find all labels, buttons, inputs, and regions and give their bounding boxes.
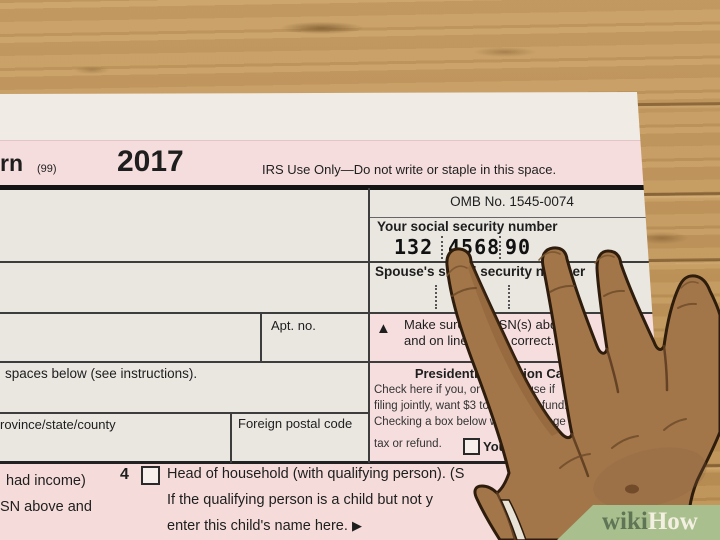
ssn-separator bbox=[441, 236, 443, 259]
header-rule bbox=[0, 185, 668, 190]
head-of-household-label: Head of household (with qualifying perso… bbox=[167, 466, 465, 482]
hand-silhouette bbox=[445, 246, 720, 540]
left-fragment-income: had income) bbox=[6, 473, 86, 489]
foreign-province-label: rovince/state/county bbox=[0, 417, 116, 432]
hand-shading bbox=[593, 447, 707, 509]
row-line bbox=[0, 361, 668, 363]
spouse-ssn-separator bbox=[508, 285, 510, 309]
ssn-separator bbox=[499, 236, 501, 259]
form-title-fragment: rn bbox=[0, 150, 23, 176]
spouse-ssn-label: Spouse's social security number bbox=[375, 264, 586, 279]
row-line bbox=[0, 261, 668, 263]
spouse-ssn-separator bbox=[435, 285, 437, 309]
address-instructions-fragment: spaces below (see instructions). bbox=[5, 366, 198, 381]
thumb-highlight bbox=[499, 499, 527, 540]
child-name-arrow-icon: ▶ bbox=[352, 518, 362, 533]
ssn-group-1: 132 bbox=[394, 235, 434, 259]
hand-mole bbox=[625, 484, 639, 494]
ssn-label: Your social security number bbox=[377, 219, 558, 234]
postal-cell-divider bbox=[230, 413, 232, 463]
you-checkbox[interactable] bbox=[463, 438, 480, 455]
irs-use-only-note: IRS Use Only—Do not write or staple in t… bbox=[262, 162, 557, 177]
omb-underline bbox=[368, 217, 668, 218]
ssn-warning-triangle-icon: ▲ bbox=[376, 320, 391, 337]
filing-status-4-number: 4 bbox=[120, 466, 129, 483]
finger-shading bbox=[468, 262, 560, 436]
head-of-household-checkbox[interactable] bbox=[141, 466, 160, 485]
child-name-text: enter this child's name here. bbox=[167, 518, 348, 534]
form-99-note: (99) bbox=[37, 163, 57, 175]
form-header-band bbox=[0, 140, 668, 188]
left-fragment-ssn: SN above and bbox=[0, 499, 92, 515]
foreign-postal-label: Foreign postal code bbox=[238, 416, 353, 431]
right-column-divider bbox=[368, 188, 370, 463]
apt-no-label: Apt. no. bbox=[271, 318, 316, 333]
presidential-line4: tax or refund. bbox=[374, 438, 442, 450]
finger-creases bbox=[451, 284, 697, 469]
omb-number: OMB No. 1545-0074 bbox=[450, 194, 574, 209]
row-line bbox=[0, 312, 668, 314]
row-line bbox=[0, 412, 368, 414]
fingernails bbox=[446, 251, 699, 289]
qualifying-person-text: If the qualifying person is a child but … bbox=[167, 492, 433, 508]
apt-cell-divider bbox=[260, 313, 262, 362]
ssn-group-3: 90 bbox=[505, 235, 532, 259]
tax-year: 2017 bbox=[117, 145, 184, 178]
filing-status-rule bbox=[0, 461, 668, 464]
